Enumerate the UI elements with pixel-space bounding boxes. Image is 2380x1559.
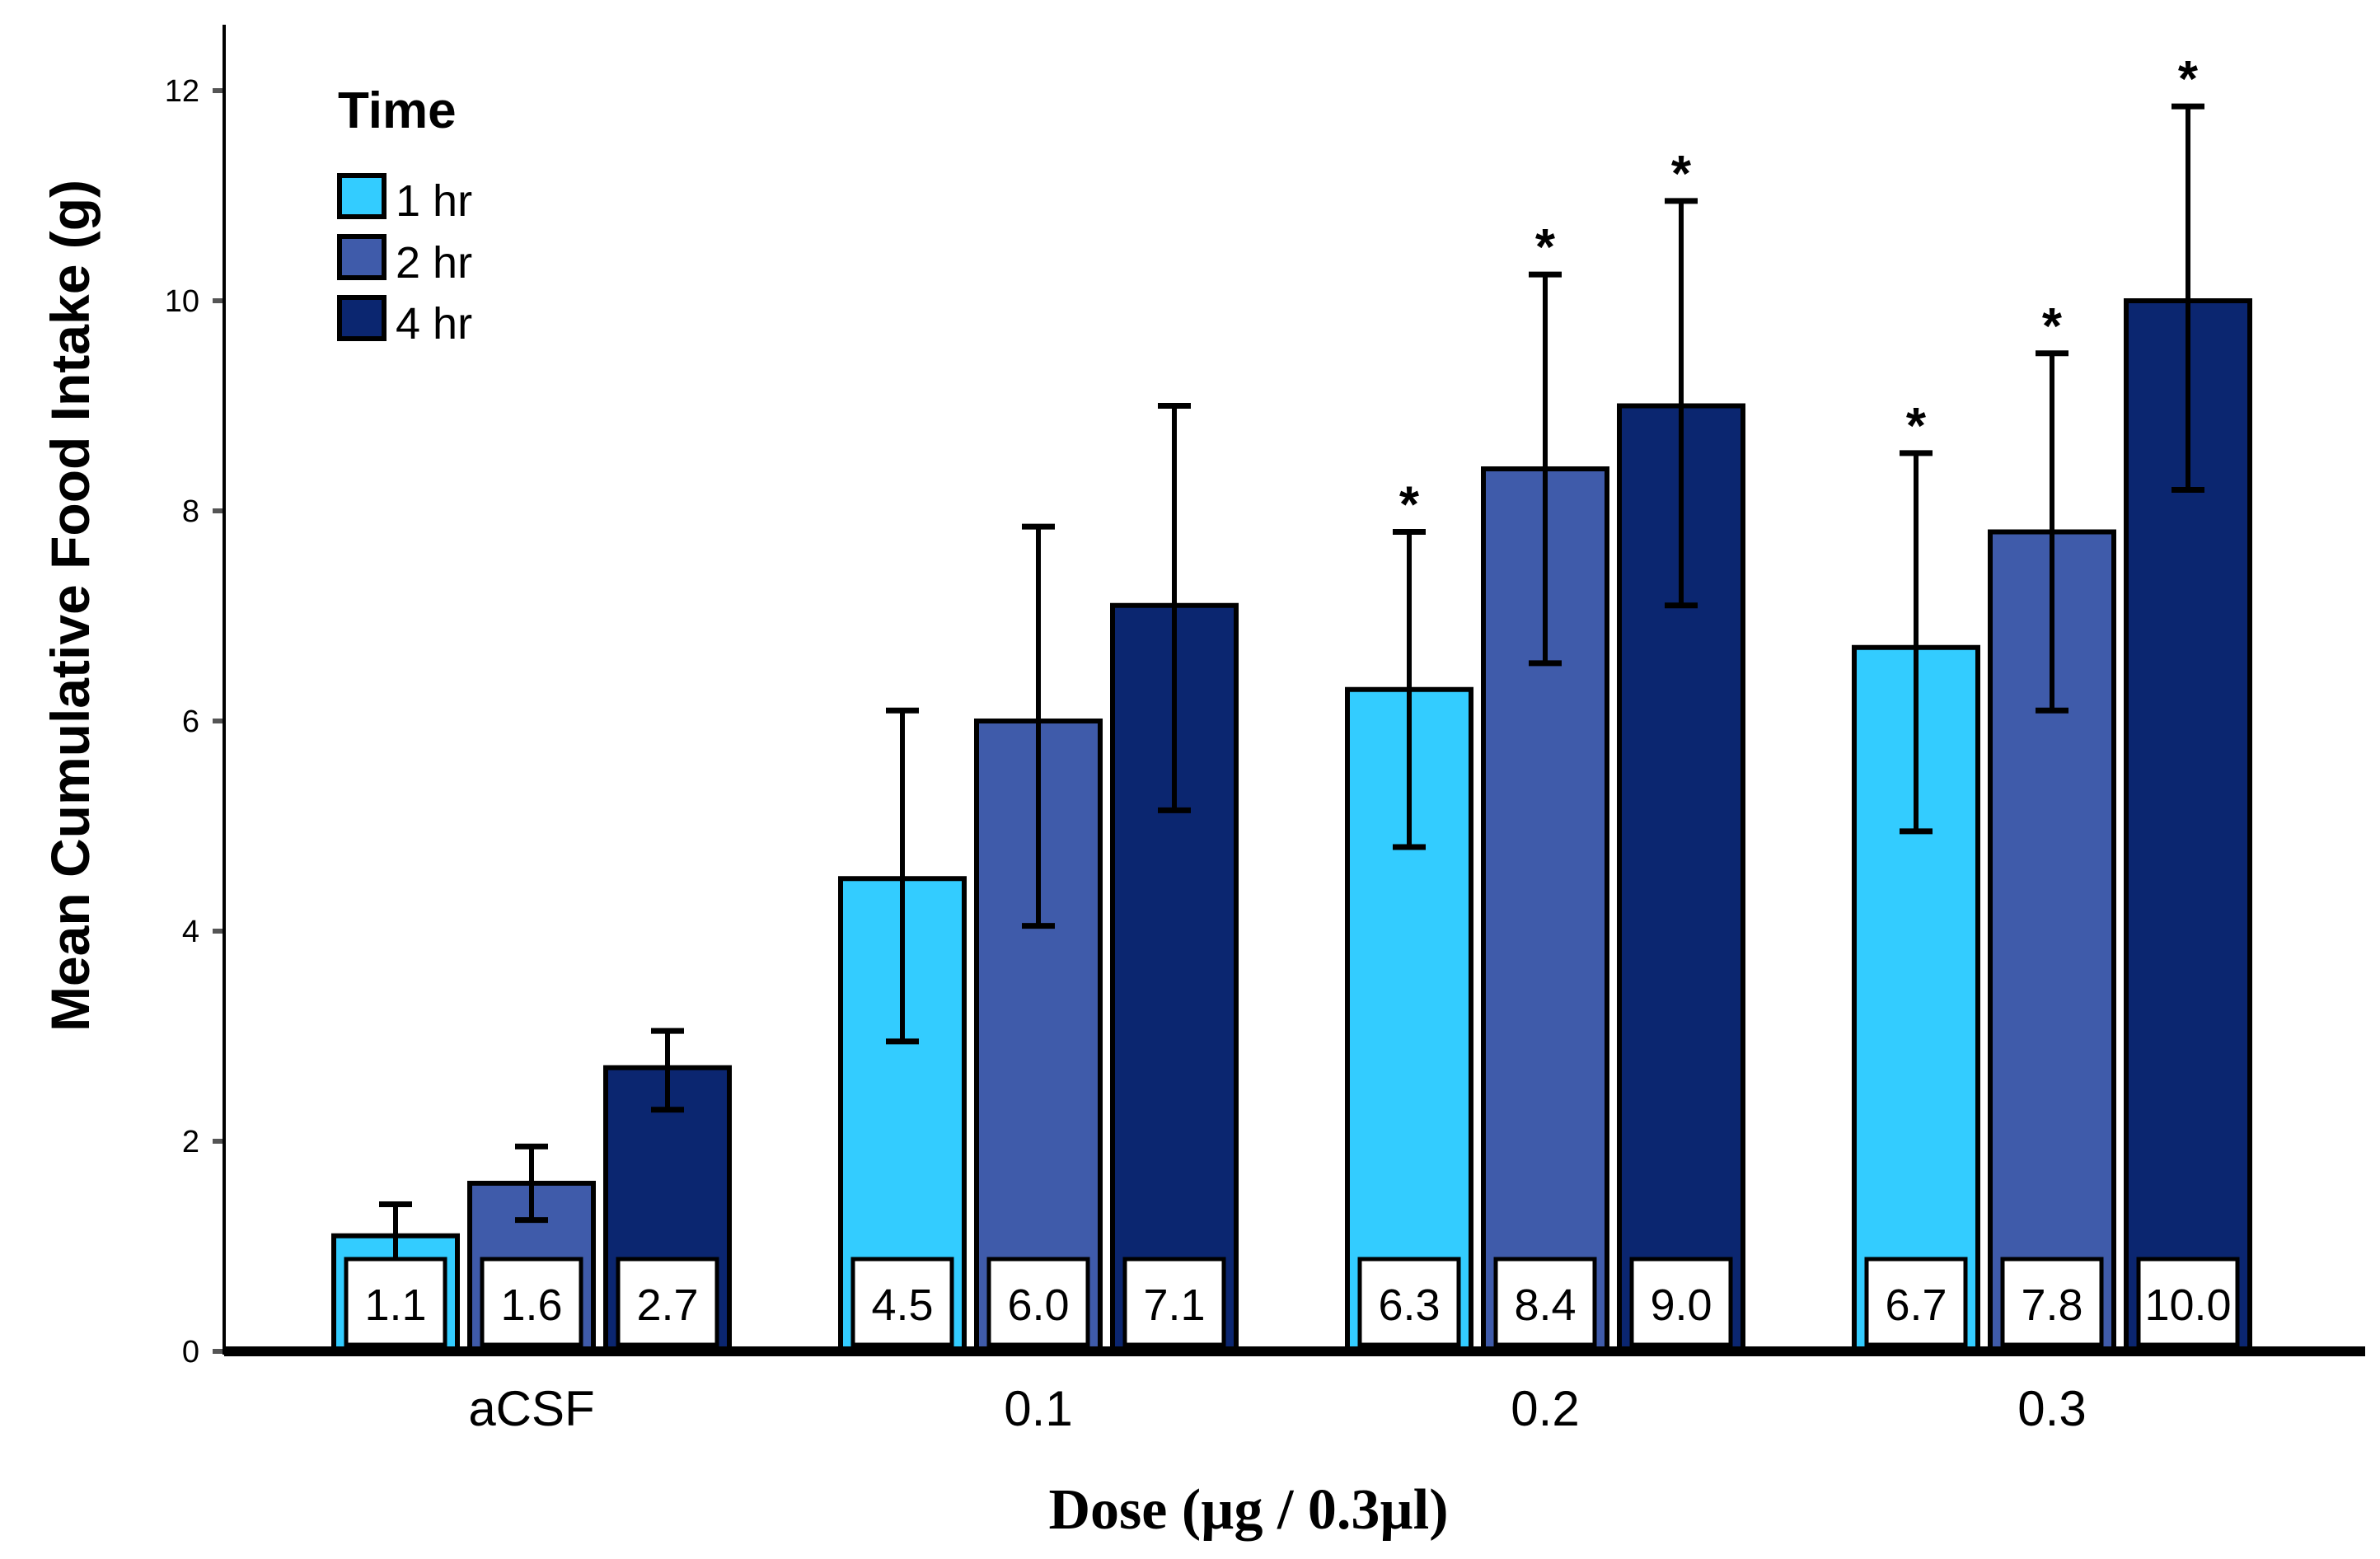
- value-label-box: [1357, 1257, 1461, 1347]
- value-label-box: [344, 1257, 447, 1347]
- value-label: 1.6: [500, 1280, 562, 1330]
- y-axis-label: Mean Cumulative Food Intake (g): [40, 180, 101, 1032]
- y-tick-label: 2: [182, 1125, 199, 1159]
- legend-label-4hr: 4 hr: [396, 299, 472, 349]
- legend-swatch-2hr: [337, 234, 387, 280]
- x-category-label: 0.3: [2017, 1381, 2086, 1436]
- x-category-label: 0.1: [1004, 1381, 1072, 1436]
- y-tick-label: 4: [182, 915, 199, 949]
- value-label: 1.1: [364, 1280, 426, 1330]
- value-label-box: [480, 1257, 583, 1347]
- value-label-box: [616, 1257, 719, 1347]
- significance-star: *: [2178, 51, 2199, 108]
- significance-star: *: [1671, 146, 1692, 203]
- legend-label-1hr: 1 hr: [396, 176, 472, 226]
- legend-swatch-4hr: [337, 295, 387, 341]
- value-label-box: [1122, 1257, 1226, 1347]
- y-axis-ticks: 0 2 4 6 8 10 12: [165, 74, 224, 1369]
- y-tick-label: 6: [182, 705, 199, 739]
- bar: [1988, 529, 2116, 1354]
- value-label: 6.0: [1007, 1280, 1069, 1330]
- error-bars: * * * * * *: [379, 51, 2204, 1276]
- significance-star: *: [1906, 398, 1927, 455]
- significance-star: *: [2042, 298, 2063, 355]
- value-label: 7.1: [1143, 1280, 1205, 1330]
- significance-star: *: [1535, 219, 1556, 276]
- value-label-box: [1493, 1257, 1597, 1347]
- legend: Time 1 hr 2 hr 4 hr: [337, 82, 472, 349]
- value-label: 9.0: [1650, 1280, 1712, 1330]
- value-label-box: [1629, 1257, 1733, 1347]
- value-label: 2.7: [636, 1280, 698, 1330]
- value-label-box: [1864, 1257, 1968, 1347]
- value-label-box: [2136, 1257, 2240, 1347]
- y-tick-label: 10: [165, 284, 199, 319]
- x-category-label: 0.2: [1511, 1381, 1579, 1436]
- y-tick-label: 0: [182, 1335, 199, 1369]
- y-tick-label: 8: [182, 494, 199, 529]
- y-tick-label: 12: [165, 74, 199, 109]
- value-labels: 1.1 4.5 6.3 6.7 1.6 6.0 8.4 7.8 2.7 7.1 9.0 10.0: [344, 1257, 2240, 1347]
- legend-swatch-1hr: [337, 173, 387, 219]
- axes: [223, 25, 2365, 1356]
- x-category-label: aCSF: [468, 1381, 594, 1436]
- legend-label-2hr: 2 hr: [396, 238, 472, 288]
- value-label: 4.5: [871, 1280, 933, 1330]
- value-label: 10.0: [2144, 1280, 2231, 1330]
- legend-title: Time: [338, 82, 457, 139]
- value-label: 7.8: [2021, 1280, 2082, 1330]
- bars: [331, 298, 2252, 1354]
- x-axis-label: Dose (µg / 0.3µl): [1048, 1478, 1448, 1542]
- value-label: 8.4: [1514, 1280, 1576, 1330]
- value-label: 6.7: [1885, 1280, 1947, 1330]
- significance-star: *: [1399, 477, 1420, 534]
- value-label: 6.3: [1378, 1280, 1440, 1330]
- value-label-box: [2000, 1257, 2104, 1347]
- bar: [1481, 466, 1609, 1354]
- x-category-labels: aCSF 0.1 0.2 0.3: [468, 1381, 2086, 1436]
- value-label-box: [850, 1257, 954, 1347]
- value-label-box: [986, 1257, 1090, 1347]
